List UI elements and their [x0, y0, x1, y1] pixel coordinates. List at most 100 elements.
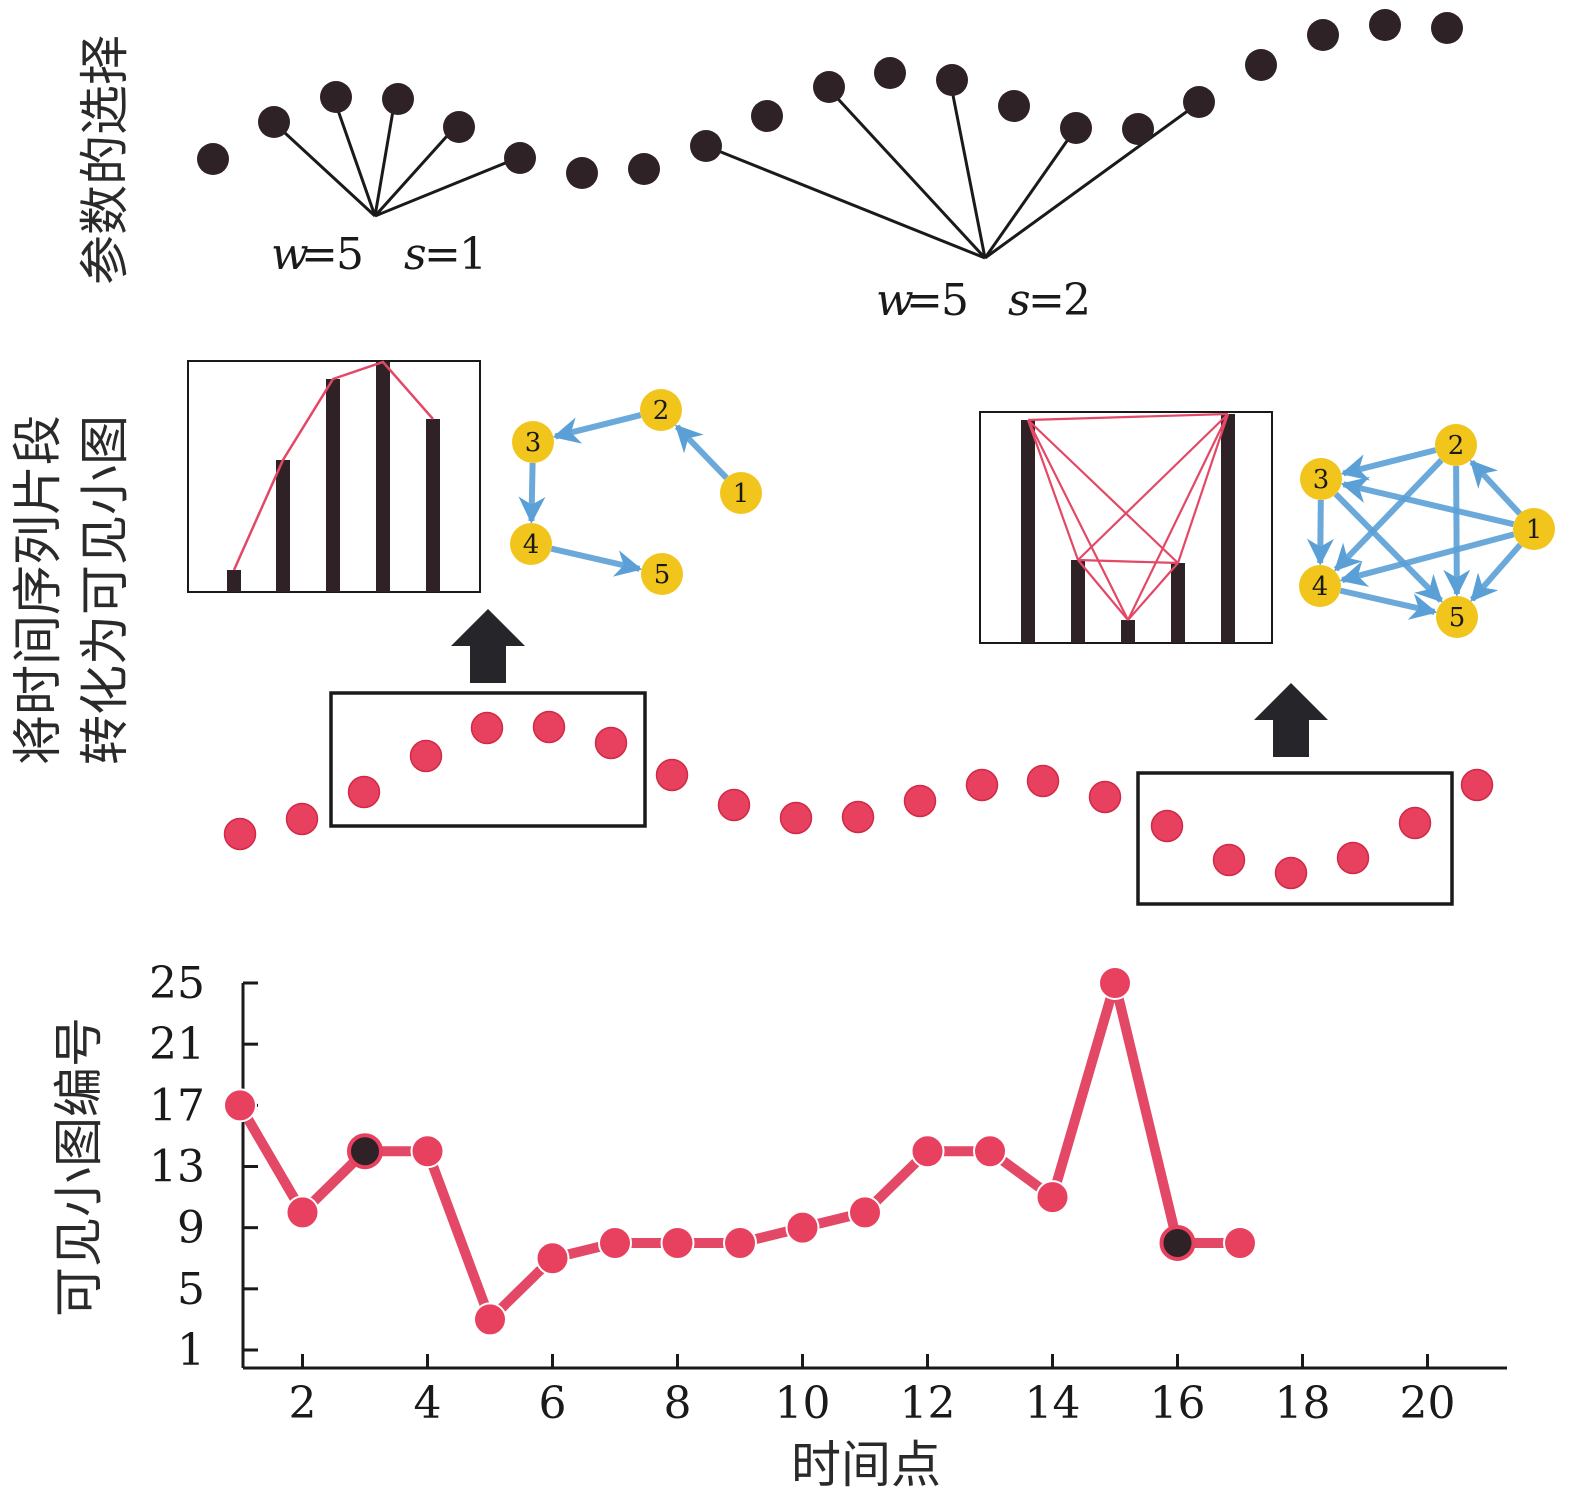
graph-node-label: 4 — [523, 530, 540, 560]
data-point — [717, 788, 751, 822]
data-point — [936, 64, 968, 96]
y-tick-label: 9 — [177, 1203, 205, 1254]
data-point — [535, 1241, 570, 1276]
equals-sign: = — [424, 229, 461, 280]
data-point — [813, 71, 845, 103]
x-tick-label: 18 — [1275, 1378, 1331, 1429]
data-point — [594, 726, 628, 760]
data-point — [973, 1134, 1007, 1169]
w-value: 5 — [941, 275, 969, 326]
data-point — [285, 802, 319, 836]
data-point — [1274, 856, 1308, 890]
s-symbol: s — [404, 229, 427, 280]
equals-sign: = — [301, 229, 338, 280]
data-point — [1223, 1225, 1257, 1260]
y-tick-label: 13 — [149, 1142, 205, 1193]
equals-sign: = — [906, 275, 943, 326]
graph-edge — [1340, 476, 1515, 528]
graph-node-label: 5 — [1449, 603, 1466, 633]
graph-edge — [1333, 491, 1443, 603]
series-line — [235, 978, 1245, 1325]
data-point — [1431, 12, 1463, 44]
s-value: 2 — [1063, 275, 1091, 326]
axis-ticks: 2 4 6 8 10 12 14 16 18 20 1 5 9 13 17 21 25 — [149, 958, 1456, 1429]
data-point — [258, 106, 290, 138]
x-tick-label: 14 — [1025, 1378, 1081, 1429]
graph-node — [720, 472, 762, 514]
data-point — [532, 710, 566, 744]
graph-node — [1300, 458, 1342, 500]
graph-edge — [1339, 587, 1438, 620]
data-point — [473, 1302, 507, 1337]
series-points — [223, 966, 1257, 1337]
data-point — [382, 83, 414, 115]
data-point — [410, 1134, 445, 1169]
w-symbol: w — [876, 275, 914, 326]
y-tick-label: 1 — [177, 1325, 205, 1376]
data-point — [723, 1225, 757, 1260]
graph-edge — [552, 412, 642, 444]
graph-node — [640, 389, 682, 431]
data-point — [1150, 809, 1184, 843]
data-point — [347, 775, 381, 809]
y-tick-label: 5 — [177, 1264, 205, 1315]
s-value: 1 — [459, 229, 487, 280]
param-label-w5-s1: w = 5 s = 1 — [271, 229, 487, 280]
data-point — [903, 784, 937, 818]
param-label-w5-s2: w = 5 s = 2 — [876, 275, 1091, 326]
graph-edge — [1339, 531, 1515, 587]
data-point — [320, 81, 352, 113]
data-point — [1035, 1180, 1070, 1215]
w-symbol: w — [271, 229, 309, 280]
y-axis-label: 可见小图编号 — [50, 1017, 108, 1317]
y-tick-label: 17 — [149, 1080, 205, 1131]
graph-edge — [1340, 447, 1437, 481]
x-tick-label: 4 — [414, 1378, 442, 1429]
visibility-bar-panel-left — [187, 360, 481, 593]
x-tick-label: 10 — [775, 1378, 831, 1429]
data-point — [1212, 843, 1246, 877]
graph-node — [1513, 508, 1555, 550]
data-point — [751, 100, 783, 132]
graph-node — [1436, 596, 1478, 638]
middle-data-series — [223, 710, 1494, 890]
graph-edge — [674, 424, 729, 480]
param-selection-label: 参数的选择 — [76, 35, 134, 285]
x-tick-label: 8 — [664, 1378, 692, 1429]
graph-node-label: 5 — [654, 560, 671, 590]
data-point — [197, 143, 229, 175]
data-point — [1336, 841, 1370, 875]
graph-node-label: 4 — [1312, 572, 1329, 602]
data-point — [779, 801, 813, 835]
convert-label-line1: 将时间序列片段 — [9, 415, 67, 765]
graph-edge — [1333, 458, 1444, 572]
data-point — [1398, 806, 1432, 840]
x-axis-label: 时间点 — [791, 1436, 941, 1492]
graph-edge — [550, 545, 643, 577]
visibility-graph-right: 1 2 3 4 5 — [1299, 424, 1555, 638]
equals-sign: = — [1028, 275, 1065, 326]
graph-node — [1299, 565, 1341, 607]
data-point — [690, 130, 722, 162]
graph-node-label: 1 — [733, 479, 750, 509]
top-data-series — [197, 9, 1463, 189]
data-point — [660, 1225, 695, 1260]
data-point — [874, 57, 906, 89]
x-tick-label: 6 — [539, 1378, 567, 1429]
graph-edge — [1306, 499, 1334, 566]
convert-label-line2: 转化为可见小图 — [76, 415, 134, 765]
graph-node-label: 3 — [1313, 465, 1330, 495]
y-tick-label: 25 — [149, 958, 205, 1009]
data-point — [223, 1088, 257, 1123]
data-point — [628, 153, 660, 185]
segment-box-right — [1136, 771, 1454, 906]
data-point — [566, 157, 598, 189]
up-arrow-icon — [1254, 683, 1328, 757]
data-point — [1088, 780, 1122, 814]
data-point — [223, 817, 257, 851]
graph-node — [1435, 424, 1477, 466]
data-point — [1122, 113, 1154, 145]
data-point — [1245, 49, 1277, 81]
segment-box-left — [329, 691, 647, 828]
data-point — [655, 758, 689, 792]
